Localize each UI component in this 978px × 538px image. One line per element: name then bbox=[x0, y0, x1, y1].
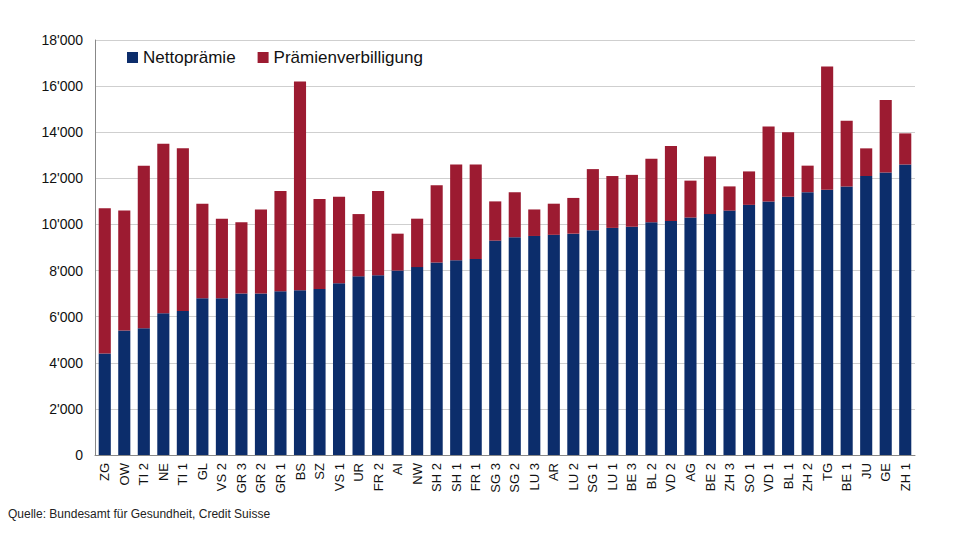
svg-text:TI 2: TI 2 bbox=[136, 463, 151, 485]
svg-text:Nettoprämie: Nettoprämie bbox=[143, 48, 236, 67]
svg-text:ZH 3: ZH 3 bbox=[722, 463, 737, 491]
svg-text:VD 2: VD 2 bbox=[663, 463, 678, 492]
svg-text:FR 1: FR 1 bbox=[468, 463, 483, 491]
svg-text:ZH 2: ZH 2 bbox=[800, 463, 815, 491]
svg-text:SG 3: SG 3 bbox=[488, 463, 503, 493]
svg-text:GR 1: GR 1 bbox=[273, 463, 288, 493]
svg-text:SO 1: SO 1 bbox=[742, 463, 757, 493]
svg-text:UR: UR bbox=[351, 463, 366, 482]
svg-text:GE: GE bbox=[878, 463, 893, 482]
svg-text:TG: TG bbox=[820, 463, 835, 481]
svg-text:8'000: 8'000 bbox=[49, 263, 83, 279]
svg-text:BE 3: BE 3 bbox=[624, 463, 639, 491]
svg-text:BE 2: BE 2 bbox=[703, 463, 718, 491]
svg-text:16'000: 16'000 bbox=[41, 78, 83, 94]
svg-text:VD 1: VD 1 bbox=[761, 463, 776, 492]
svg-text:BL 1: BL 1 bbox=[781, 463, 796, 489]
svg-text:SG 1: SG 1 bbox=[585, 463, 600, 493]
svg-text:VS 2: VS 2 bbox=[214, 463, 229, 491]
svg-text:ZG: ZG bbox=[97, 463, 112, 481]
svg-text:GR 3: GR 3 bbox=[234, 463, 249, 493]
svg-text:2'000: 2'000 bbox=[49, 401, 83, 417]
svg-text:SZ: SZ bbox=[312, 463, 327, 480]
svg-text:NW: NW bbox=[410, 462, 425, 484]
svg-text:Prämienverbilligung: Prämienverbilligung bbox=[274, 48, 423, 67]
svg-text:AI: AI bbox=[390, 463, 405, 475]
svg-text:4'000: 4'000 bbox=[49, 355, 83, 371]
svg-text:LU 1: LU 1 bbox=[605, 463, 620, 490]
svg-text:TI 1: TI 1 bbox=[175, 463, 190, 485]
svg-text:12'000: 12'000 bbox=[41, 170, 83, 186]
svg-text:OW: OW bbox=[117, 462, 132, 485]
svg-text:JU: JU bbox=[859, 463, 874, 479]
svg-text:BL 2: BL 2 bbox=[644, 463, 659, 489]
svg-text:BS: BS bbox=[293, 463, 308, 481]
svg-text:LU 3: LU 3 bbox=[527, 463, 542, 490]
svg-text:FR 2: FR 2 bbox=[371, 463, 386, 491]
svg-text:Quelle: Bundesamt für Gesundhe: Quelle: Bundesamt für Gesundheit, Credit… bbox=[8, 507, 270, 521]
svg-text:GL: GL bbox=[195, 463, 210, 480]
svg-text:14'000: 14'000 bbox=[41, 124, 83, 140]
svg-text:0: 0 bbox=[75, 447, 83, 463]
svg-text:SH 1: SH 1 bbox=[449, 463, 464, 492]
svg-text:AG: AG bbox=[683, 463, 698, 482]
svg-text:LU 2: LU 2 bbox=[566, 463, 581, 490]
svg-text:NE: NE bbox=[156, 463, 171, 481]
svg-text:AR: AR bbox=[546, 463, 561, 481]
svg-text:VS 1: VS 1 bbox=[332, 463, 347, 491]
svg-text:GR 2: GR 2 bbox=[253, 463, 268, 493]
svg-text:6'000: 6'000 bbox=[49, 309, 83, 325]
svg-text:ZH 1: ZH 1 bbox=[898, 463, 913, 491]
svg-text:10'000: 10'000 bbox=[41, 216, 83, 232]
svg-text:SG 2: SG 2 bbox=[507, 463, 522, 493]
svg-text:18'000: 18'000 bbox=[41, 32, 83, 48]
svg-text:SH 2: SH 2 bbox=[429, 463, 444, 492]
svg-text:BE 1: BE 1 bbox=[839, 463, 854, 491]
